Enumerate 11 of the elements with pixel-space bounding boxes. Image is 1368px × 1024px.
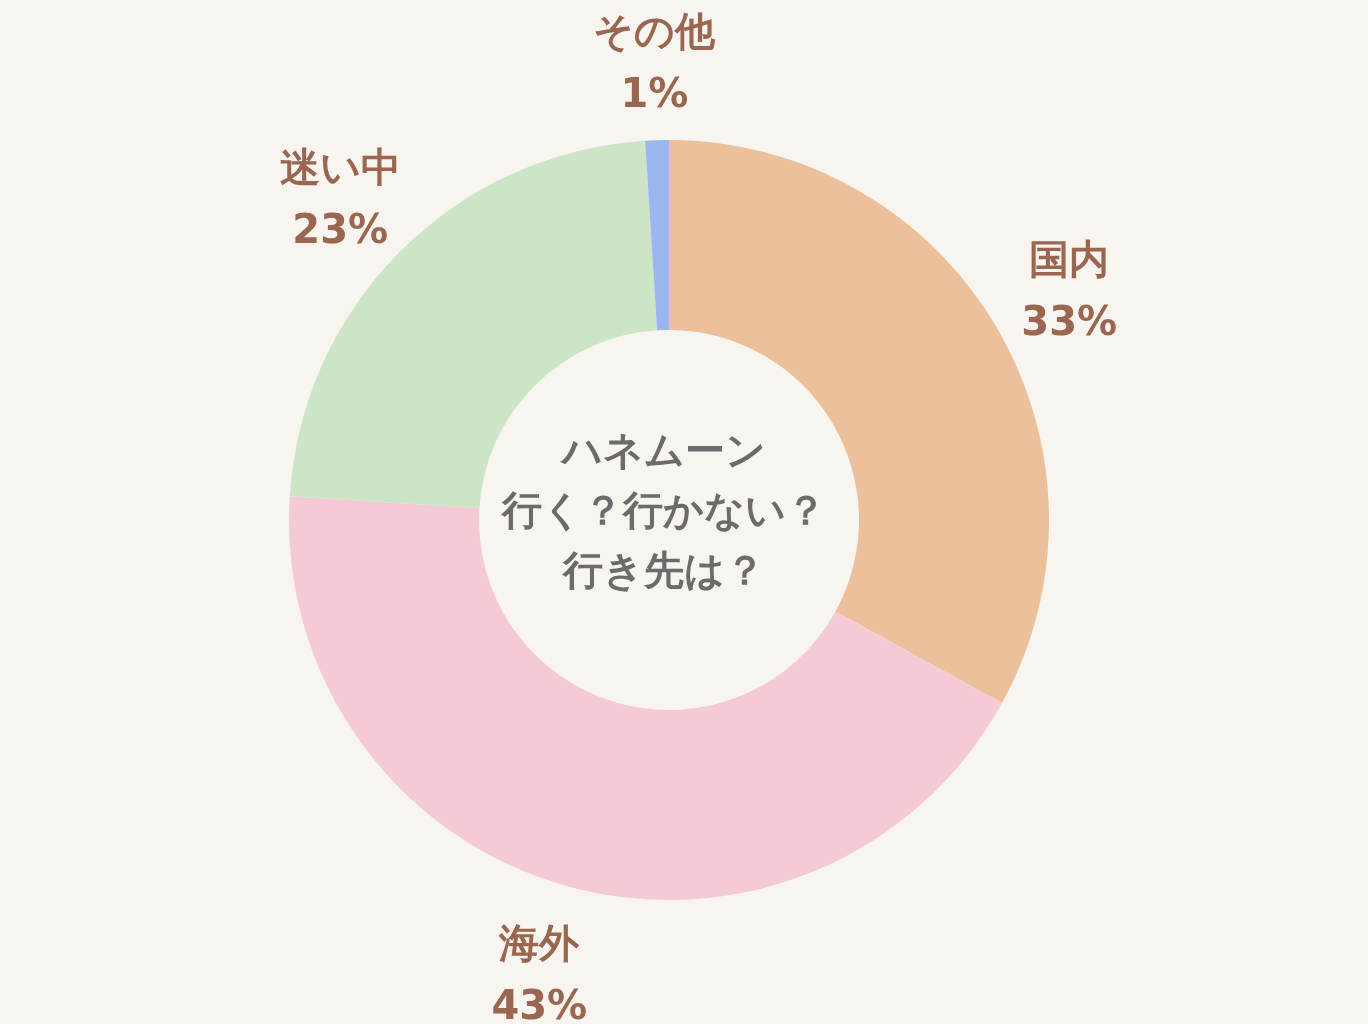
data-label: 33% [1021,298,1118,345]
data-label: 43% [491,981,588,1024]
donut-slice [645,140,669,331]
slice-label: 国内 [1029,236,1110,283]
slice-label: 海外 [498,919,581,966]
text: ハネムーン [559,426,767,475]
slice-label: その他 [593,8,717,55]
data-label: 23% [292,206,389,253]
slice-label: 迷い中 [279,144,401,191]
data-label: 1% [620,70,689,117]
text: 行く？行かない？行き先は？ [500,486,827,595]
